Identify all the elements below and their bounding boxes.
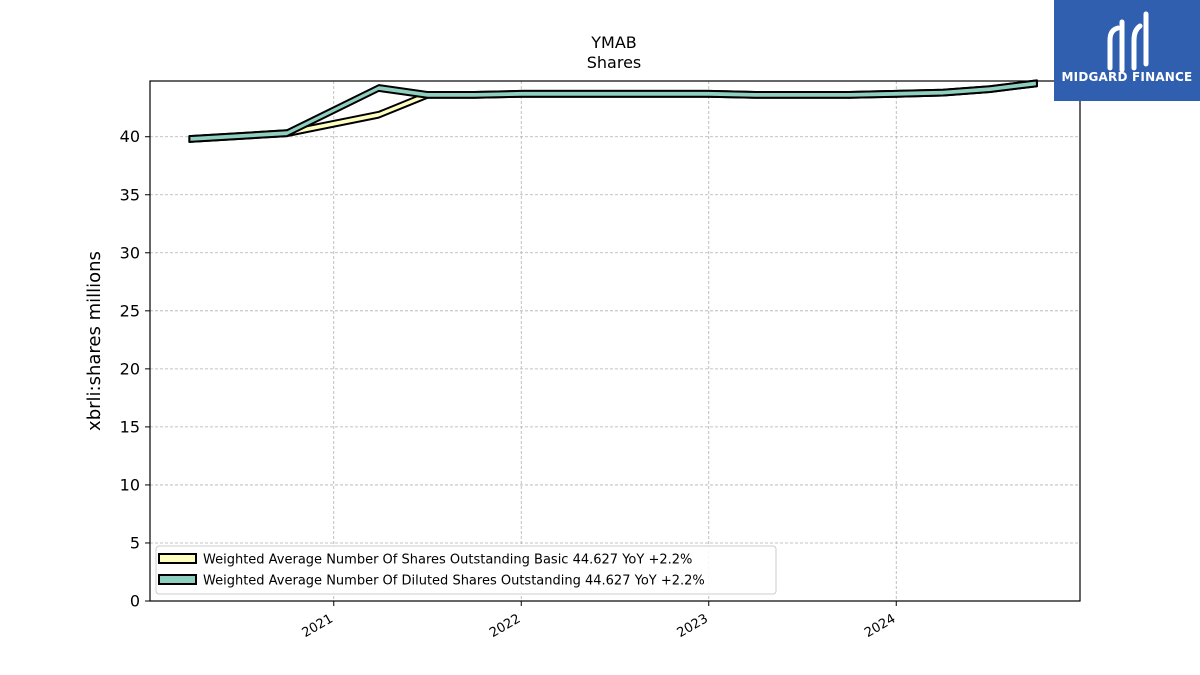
chart-title: YMAB: [590, 33, 637, 52]
y-tick-label: 15: [120, 417, 140, 436]
y-tick-label: 5: [130, 533, 140, 552]
y-tick-label: 30: [120, 243, 140, 262]
y-tick-label: 25: [120, 301, 140, 320]
series-layer: [188, 79, 1038, 143]
legend-label: Weighted Average Number Of Diluted Share…: [203, 574, 705, 589]
chart-title-group: YMAB Shares: [587, 33, 642, 72]
y-tick-label: 0: [130, 592, 140, 611]
logo-mark-icon: [1107, 11, 1149, 73]
y-tick-label: 35: [120, 185, 140, 204]
legend-label: Weighted Average Number Of Shares Outsta…: [203, 553, 692, 568]
plot-frame: [149, 80, 1081, 602]
x-tick-label: 2021: [300, 611, 336, 641]
y-axis: 0 5 10 15 20 25 30 35 40: [120, 127, 150, 611]
grid-lines: [150, 81, 1080, 601]
x-axis: 2021 2022 2023 2024: [300, 601, 898, 641]
logo-background: [1054, 0, 1200, 101]
legend-swatch: [158, 574, 197, 585]
legend-swatch: [158, 553, 197, 564]
x-tick-label: 2024: [862, 611, 898, 641]
y-tick-label: 10: [120, 475, 140, 494]
midgard-finance-logo: MIDGARD FINANCE: [1054, 0, 1200, 101]
logo-text: MIDGARD FINANCE: [1062, 70, 1193, 84]
chart-subtitle: Shares: [587, 53, 642, 72]
y-tick-label: 40: [120, 127, 140, 146]
legend: Weighted Average Number Of Shares Outsta…: [155, 545, 777, 595]
series-band-2: [188, 79, 1038, 143]
y-tick-label: 20: [120, 359, 140, 378]
x-tick-label: 2022: [487, 611, 523, 641]
legend-box: [155, 545, 777, 595]
y-axis-label: xbrli:shares millions: [84, 251, 105, 431]
x-tick-label: 2023: [675, 611, 711, 641]
